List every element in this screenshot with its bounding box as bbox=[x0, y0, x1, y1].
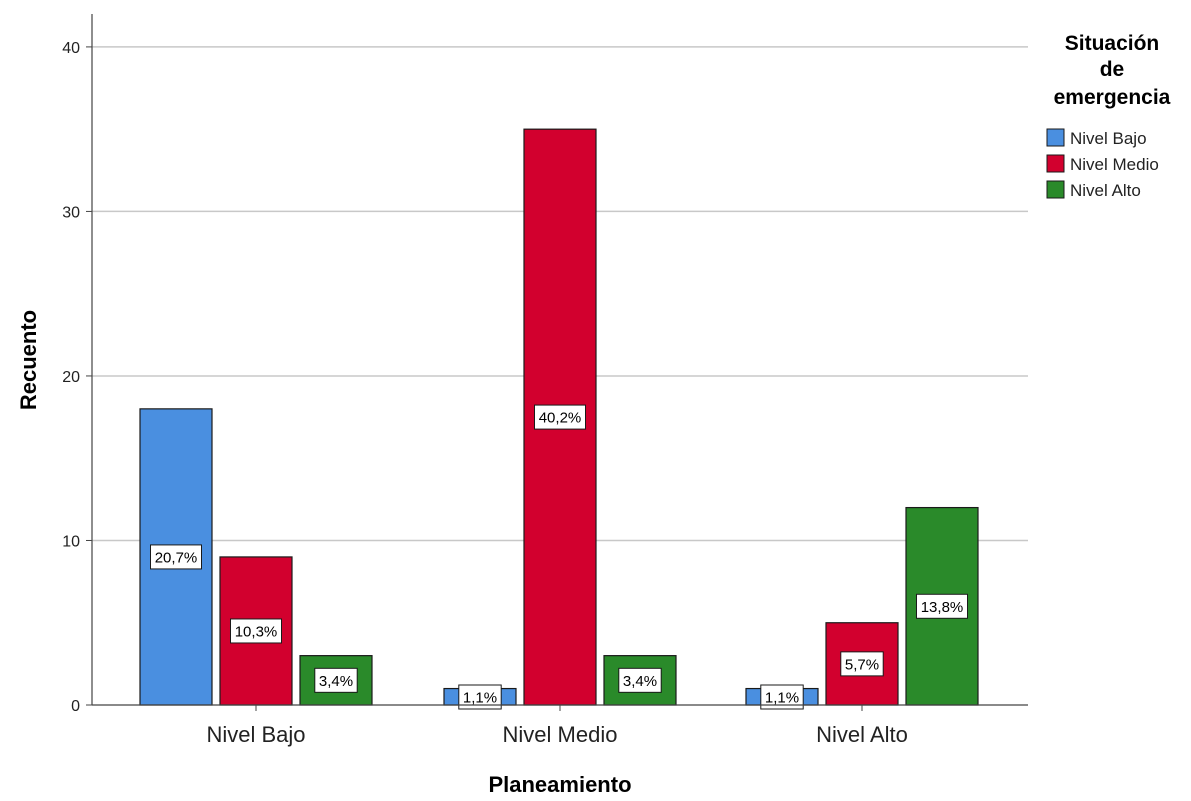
data-label-box bbox=[314, 667, 358, 693]
legend-label: Nivel Bajo bbox=[1070, 129, 1147, 148]
data-label-text: 3,4% bbox=[319, 673, 353, 690]
data-label-box bbox=[618, 667, 662, 693]
y-axis-title: Recuento bbox=[16, 310, 41, 410]
legend-title: de bbox=[1100, 58, 1125, 81]
legend-label: Nivel Medio bbox=[1070, 155, 1159, 174]
legend-swatch bbox=[1046, 154, 1065, 173]
data-label-text: 5,7% bbox=[845, 656, 879, 673]
data-label-text: 10,3% bbox=[235, 623, 278, 640]
data-label-box bbox=[534, 404, 586, 430]
legend: Situación de emergencia Nivel Bajo Nivel Med… bbox=[1046, 32, 1171, 200]
data-label: 10,3% bbox=[230, 618, 282, 644]
data-label-text: 40,2% bbox=[539, 410, 582, 427]
data-label-box bbox=[916, 593, 968, 619]
y-tick-label: 0 bbox=[71, 698, 80, 715]
data-label: 3,4% bbox=[618, 667, 662, 693]
legend-swatch bbox=[1046, 180, 1065, 199]
data-label: 40,2% bbox=[534, 404, 586, 430]
y-tick-label: 40 bbox=[62, 40, 80, 57]
data-label-text: 1,1% bbox=[463, 690, 497, 707]
x-tick-label: Nivel Medio bbox=[503, 722, 618, 747]
legend-title: emergencia bbox=[1054, 86, 1171, 109]
y-tick-label: 10 bbox=[62, 533, 80, 550]
data-label-box bbox=[150, 544, 202, 570]
y-tick-label: 30 bbox=[62, 204, 80, 221]
data-label: 13,8% bbox=[916, 593, 968, 619]
data-label-text: 13,8% bbox=[921, 599, 964, 616]
data-label: 3,4% bbox=[314, 667, 358, 693]
data-label-text: 3,4% bbox=[623, 673, 657, 690]
x-tick-label: Nivel Bajo bbox=[206, 722, 305, 747]
data-label-text: 1,1% bbox=[765, 690, 799, 707]
data-label-text: 20,7% bbox=[155, 549, 198, 566]
x-axis-title: Planeamiento bbox=[488, 772, 631, 797]
y-tick-label: 20 bbox=[62, 369, 80, 386]
legend-title: Situación bbox=[1065, 32, 1160, 55]
axes: 0 10 20 30 40 Nivel Bajo Nivel Medio Nivel Alto… bbox=[16, 14, 1028, 797]
data-label-box bbox=[230, 618, 282, 644]
x-tick-label: Nivel Alto bbox=[816, 722, 908, 747]
data-label-box bbox=[840, 651, 884, 677]
data-label: 20,7% bbox=[150, 544, 202, 570]
data-label: 5,7% bbox=[840, 651, 884, 677]
legend-swatch bbox=[1046, 128, 1065, 147]
data-labels: 20,7% 1,1% 1,1% 10,3% 40,2% 5,7% 3,4% 3,4% 13,8% bbox=[150, 404, 968, 710]
legend-label: Nivel Alto bbox=[1070, 181, 1141, 200]
